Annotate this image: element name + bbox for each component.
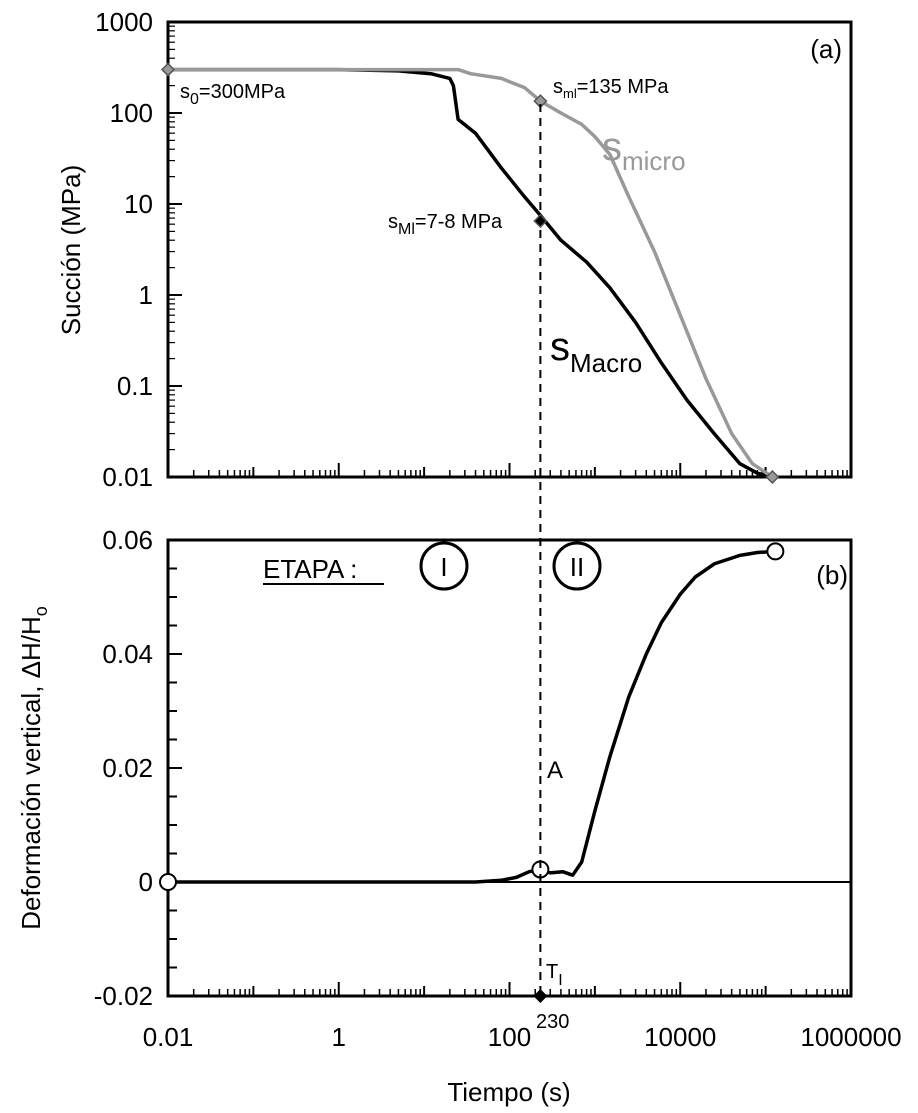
y-tick-label: 1 [139, 280, 153, 310]
y-tick-label: 1000 [95, 7, 153, 37]
series-label-micro-sub: micro [622, 146, 686, 176]
y-tick-label: 0.02 [102, 753, 153, 783]
x-tick-label: 1000000 [800, 1022, 901, 1052]
panel-b-y-ticks: 0.06 0.04 0.02 0 -0.02 [94, 525, 182, 1011]
s0-annotation-rest: =300MPa [199, 81, 286, 103]
sml-annotation: sml=135 MPa [553, 76, 669, 101]
series-label-macro-sub: Macro [570, 348, 642, 378]
sml-annotation-rest: =135 MPa [577, 76, 670, 98]
y-tick-label: 10 [124, 189, 153, 219]
threshold-label-sub: I [558, 972, 562, 989]
panel-b-y-axis-label-sub: o [31, 606, 51, 616]
x-tick-label: 100 [488, 1022, 531, 1052]
series-label-macro: sMacro [550, 325, 642, 378]
panel-a-x-ticks [167, 463, 852, 477]
panel-a-y-axis-label: Succión (MPa) [56, 165, 86, 336]
diamond-marker [765, 469, 780, 485]
stage-2-circle [552, 541, 602, 591]
s0-annotation-main: s [180, 81, 190, 103]
y-tick-label: -0.02 [94, 981, 153, 1011]
series-label-macro-main: s [550, 325, 570, 369]
panel-b-frame [166, 538, 853, 998]
diamond-marker [533, 989, 548, 1003]
panel-b-y-axis-label-main: Deformación vertical, ΔH/H [16, 616, 46, 930]
y-tick-label: 0.01 [102, 462, 153, 492]
sMl-annotation-rest: =7-8 MPa [415, 211, 503, 233]
sMl-annotation: sMl=7-8 MPa [388, 211, 503, 238]
panel-a-y-ticks: 1000 100 10 1 0.1 0.01 [95, 7, 182, 492]
sMl-annotation-main: s [388, 211, 398, 233]
y-tick-label: 0.04 [102, 639, 153, 669]
s0-annotation-sub: 0 [190, 91, 199, 108]
panel-b-markers [159, 542, 785, 1003]
y-tick-label: 100 [110, 98, 153, 128]
threshold-label: TI [546, 961, 563, 989]
stage-title: ETAPA : [263, 554, 357, 584]
panel-a-markers [160, 62, 780, 485]
y-tick-label: 0.1 [117, 371, 153, 401]
panel-a-label: (a) [810, 34, 842, 64]
stage-2-label: II [570, 552, 584, 582]
threshold-label-main: T [546, 961, 558, 983]
stage-1-label: I [440, 552, 447, 582]
circle-marker [159, 873, 177, 891]
threshold-value-label: 230 [536, 1011, 569, 1033]
y-tick-label: 0 [139, 867, 153, 897]
series-line-s-micro [168, 67, 774, 479]
panel-b-series [168, 549, 851, 884]
s0-annotation: s0=300MPa [180, 81, 286, 108]
series-line-s-macro [168, 67, 773, 479]
diamond-marker [160, 62, 176, 77]
x-tick-label: 1 [332, 1022, 346, 1052]
x-axis-label: Tiempo (s) [447, 1077, 570, 1107]
sml-annotation-sub: ml [563, 86, 577, 101]
series-label-micro: smicro [602, 125, 686, 176]
series-label-micro-main: s [602, 125, 622, 169]
x-tick-label: 0.01 [143, 1022, 194, 1052]
sMl-annotation-sub: Ml [398, 221, 415, 238]
panel-b: 0.060.040.020-0.02 0.01 1 100 10000 1000000 … [16, 525, 902, 1107]
panel-a-series [168, 67, 774, 479]
panel-b-x-ticks: 0.01 1 100 10000 1000000 [143, 982, 902, 1052]
panel-b-y-axis-label: Deformación vertical, ΔH/Ho [16, 606, 51, 930]
point-a-label: A [547, 757, 563, 784]
panel-b-label: (b) [816, 560, 848, 590]
y-tick-label: 0.06 [102, 525, 153, 555]
x-tick-label: 10000 [644, 1022, 716, 1052]
stage-1-circle [419, 541, 469, 591]
sml-annotation-main: s [553, 76, 563, 98]
series-line-deformation [168, 549, 776, 884]
circle-marker [766, 542, 785, 561]
